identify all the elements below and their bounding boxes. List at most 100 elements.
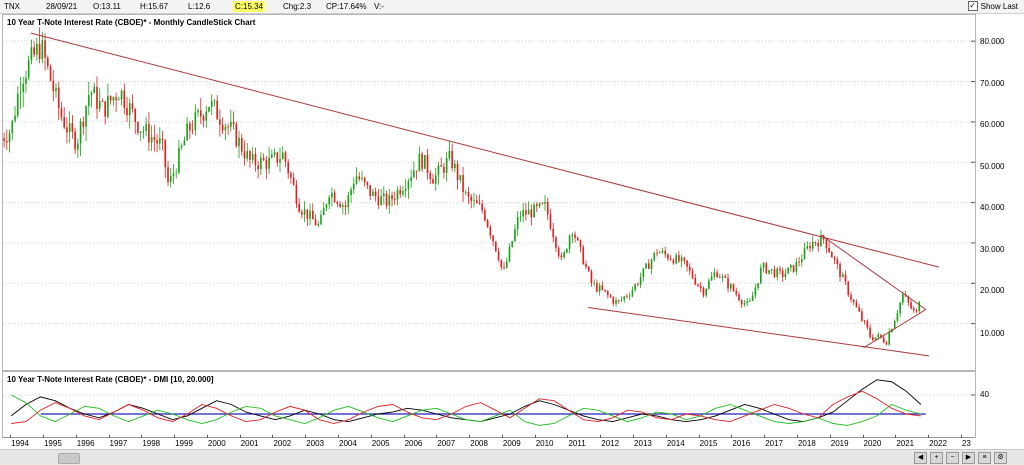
candle-body xyxy=(568,236,571,249)
candle-body xyxy=(257,165,259,170)
show-last-toggle[interactable]: ✓ Show Last xyxy=(967,1,1018,11)
candle-body xyxy=(765,263,768,274)
candle-body xyxy=(738,294,740,301)
trendline xyxy=(30,32,940,268)
price-chart-plot[interactable] xyxy=(3,15,975,370)
scrollbar-thumb[interactable] xyxy=(58,453,80,464)
scroll-left-button[interactable]: ◀ xyxy=(914,452,927,464)
candle-body xyxy=(719,277,721,278)
candle-body xyxy=(754,287,757,296)
candle-body xyxy=(705,288,708,296)
zoom-in-button[interactable]: + xyxy=(930,452,943,464)
candle-body xyxy=(582,247,585,265)
y-tick-label: 10.000 xyxy=(980,329,1005,338)
x-tick-mark xyxy=(469,435,471,438)
candle-body xyxy=(254,153,257,166)
candle-body xyxy=(721,276,724,278)
candle-body xyxy=(443,166,445,173)
candle-body xyxy=(836,259,839,265)
x-tick-label: 2007 xyxy=(437,439,456,448)
candle-body xyxy=(210,100,213,108)
candle-body xyxy=(410,177,412,182)
trendline xyxy=(863,309,927,349)
candle-body xyxy=(710,276,713,281)
candle-body xyxy=(691,270,694,278)
candle-body xyxy=(74,131,76,150)
candle-body xyxy=(631,289,634,296)
x-tick-mark xyxy=(305,435,307,438)
candle-body xyxy=(484,210,486,221)
x-tick-label: 2015 xyxy=(699,439,718,448)
candle-body xyxy=(30,47,33,61)
candle-body xyxy=(716,272,718,278)
candle-body xyxy=(112,97,115,101)
candle-body xyxy=(44,40,46,58)
dmi-panel: 10 Year T-Note Interest Rate (CBOE)* - D… xyxy=(2,371,976,438)
candle-body xyxy=(489,226,492,236)
candle-body xyxy=(814,241,817,244)
candle-body xyxy=(306,209,309,219)
candle-body xyxy=(202,116,205,121)
candle-body xyxy=(773,269,776,277)
candle-body xyxy=(841,274,844,278)
settings-button[interactable]: ⚙ xyxy=(994,452,1007,464)
y-tick-label: 40 xyxy=(980,390,989,399)
candle-body xyxy=(383,193,385,197)
x-tick-label: 2018 xyxy=(797,439,816,448)
candle-body xyxy=(153,136,156,141)
candle-body xyxy=(885,342,888,345)
y-tick-label: 30.000 xyxy=(980,245,1005,254)
candle-body xyxy=(497,251,500,260)
candle-body xyxy=(85,106,87,127)
x-tick-label: 2011 xyxy=(568,439,586,448)
candle-body xyxy=(216,100,218,120)
candle-body xyxy=(683,257,686,261)
show-last-checkbox[interactable]: ✓ xyxy=(967,1,978,11)
scroll-right-button[interactable]: ▶ xyxy=(962,452,975,464)
candle-body xyxy=(811,241,814,249)
candle-body xyxy=(538,203,541,207)
candle-body xyxy=(260,157,262,170)
low-label: L:12.6 xyxy=(188,2,211,11)
candle-body xyxy=(530,209,533,218)
candle-body xyxy=(77,143,79,150)
x-tick-mark xyxy=(862,435,864,438)
candle-body xyxy=(3,138,5,142)
candle-body xyxy=(6,141,8,143)
candle-body xyxy=(186,123,188,141)
x-tick-label: 2008 xyxy=(470,439,488,448)
close-label: C:15.34 xyxy=(233,1,266,12)
dmi-chart-plot[interactable] xyxy=(3,372,975,437)
candle-body xyxy=(104,101,106,117)
chart-scrollbar[interactable]: ◀ + − ▶ ≡ ⚙ xyxy=(0,449,1024,465)
candle-body xyxy=(16,93,19,116)
fit-button[interactable]: ≡ xyxy=(978,452,991,464)
candle-body xyxy=(464,191,467,193)
candle-body xyxy=(27,60,30,78)
candle-body xyxy=(828,247,830,253)
candle-body xyxy=(270,154,273,158)
candle-body xyxy=(131,103,134,109)
x-tick-label: 2001 xyxy=(240,439,259,448)
zoom-out-button[interactable]: − xyxy=(946,452,959,464)
candle-body xyxy=(14,115,16,121)
x-tick-mark xyxy=(534,435,536,438)
x-tick-mark xyxy=(75,435,77,438)
candle-body xyxy=(882,337,885,343)
candle-body xyxy=(183,140,186,146)
candle-body xyxy=(877,334,880,338)
candle-body xyxy=(123,90,126,109)
candle-body xyxy=(776,268,779,277)
candle-body xyxy=(576,237,579,241)
candle-body xyxy=(800,259,803,263)
candle-body xyxy=(41,40,44,59)
candle-body xyxy=(598,285,601,292)
x-tick-mark xyxy=(370,435,372,438)
x-tick-mark xyxy=(633,435,635,438)
candle-body xyxy=(667,254,669,259)
y-tick-label: 80.000 xyxy=(980,37,1005,46)
x-tick-mark xyxy=(206,435,208,438)
candle-body xyxy=(142,131,145,132)
candle-body xyxy=(199,110,202,117)
candle-body xyxy=(607,291,609,296)
